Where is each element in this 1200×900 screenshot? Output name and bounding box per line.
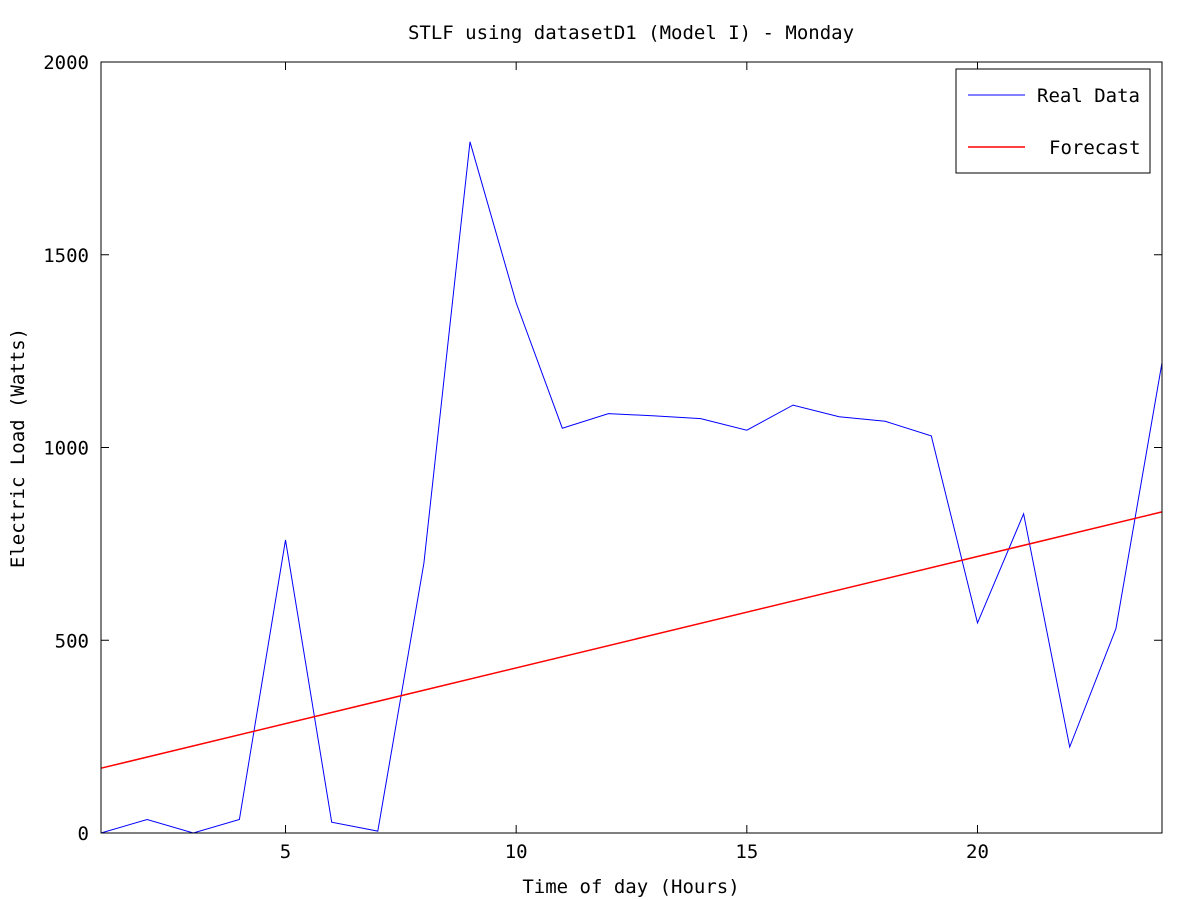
- data-point-real-data: [377, 830, 378, 831]
- data-point-real-data: [792, 404, 793, 405]
- x-tick-label: 5: [280, 841, 291, 863]
- x-tick-label: 10: [505, 841, 528, 863]
- y-tick-label: 0: [78, 823, 89, 845]
- legend: Real Data Forecast: [955, 68, 1151, 174]
- data-point-real-data: [1115, 628, 1116, 629]
- legend-label-forecast: Forecast: [1049, 137, 1141, 159]
- data-point-real-data: [147, 819, 148, 820]
- data-point-real-data: [239, 819, 240, 820]
- data-point-real-data: [1069, 746, 1070, 747]
- chart-title: STLF using datasetD1 (Model I) - Monday: [408, 22, 854, 44]
- x-tick-label: 20: [966, 841, 989, 863]
- series-line-real-data: [100, 141, 1163, 834]
- data-point-real-data: [423, 563, 424, 564]
- y-tick-label: 2000: [43, 52, 89, 74]
- data-point-real-data: [885, 421, 886, 422]
- data-point-real-data: [700, 418, 701, 419]
- plot-frame: [100, 61, 1163, 834]
- data-point-real-data: [746, 430, 747, 431]
- data-point-real-data: [654, 415, 655, 416]
- y-tick-label: 1500: [43, 245, 89, 267]
- x-tick-label: 15: [735, 841, 758, 863]
- data-point-real-data: [977, 622, 978, 623]
- x-axis-label: Time of day (Hours): [522, 876, 739, 898]
- data-point-real-data: [931, 435, 932, 436]
- data-point-real-data: [562, 428, 563, 429]
- legend-label-real-data: Real Data: [1037, 85, 1140, 107]
- data-point-real-data: [1023, 513, 1024, 514]
- legend-box: [955, 68, 1151, 174]
- data-point-real-data: [285, 539, 286, 540]
- series-line-forecast: [100, 511, 1163, 769]
- data-point-real-data: [516, 302, 517, 303]
- data-point-real-data: [331, 822, 332, 823]
- y-tick-label: 1000: [43, 438, 89, 460]
- data-point-real-data: [608, 413, 609, 414]
- y-axis-label: Electric Load (Watts): [7, 328, 29, 568]
- data-point-real-data: [838, 416, 839, 417]
- data-point-real-data: [469, 141, 470, 142]
- y-tick-label: 500: [55, 630, 89, 652]
